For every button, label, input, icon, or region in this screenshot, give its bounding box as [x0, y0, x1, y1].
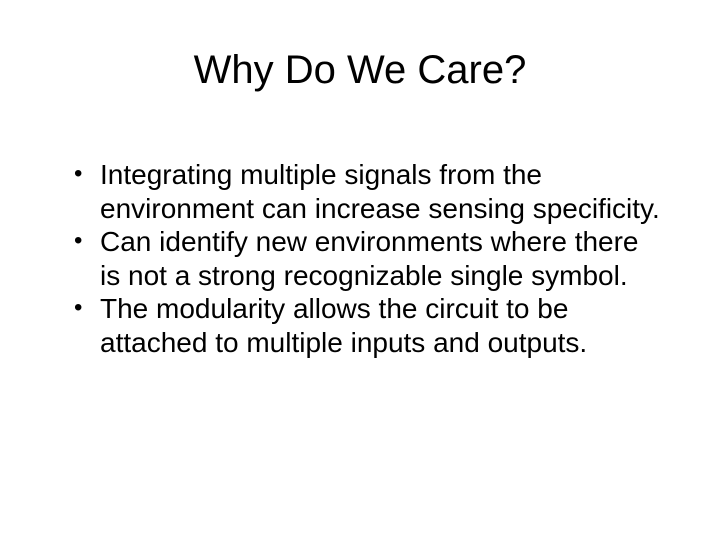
list-item: Integrating multiple signals from the en… — [70, 158, 660, 225]
slide-body: Integrating multiple signals from the en… — [70, 158, 660, 360]
slide-title: Why Do We Care? — [0, 48, 720, 93]
slide: Why Do We Care? Integrating multiple sig… — [0, 0, 720, 540]
list-item: The modularity allows the circuit to be … — [70, 292, 660, 359]
bullet-list: Integrating multiple signals from the en… — [70, 158, 660, 360]
list-item: Can identify new environments where ther… — [70, 225, 660, 292]
